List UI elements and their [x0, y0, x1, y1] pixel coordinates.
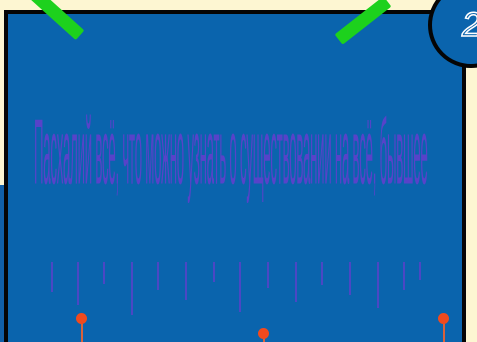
marker-line-left: [81, 320, 83, 342]
statement-area: Пасхалий всё, что можно узнать о существ…: [34, 106, 432, 270]
badge-number: 2: [461, 7, 477, 43]
marker-dot-center: [258, 328, 269, 339]
statement-text-content: Пасхалий всё, что можно узнать о существ…: [34, 106, 428, 206]
marker-line-right: [443, 320, 445, 342]
statement-text: Пасхалий всё, что можно узнать о существ…: [34, 106, 428, 202]
marker-dot-left: [76, 313, 87, 324]
marker-dot-right: [438, 313, 449, 324]
blue-board: [4, 10, 466, 342]
marker-line-center: [263, 336, 265, 342]
